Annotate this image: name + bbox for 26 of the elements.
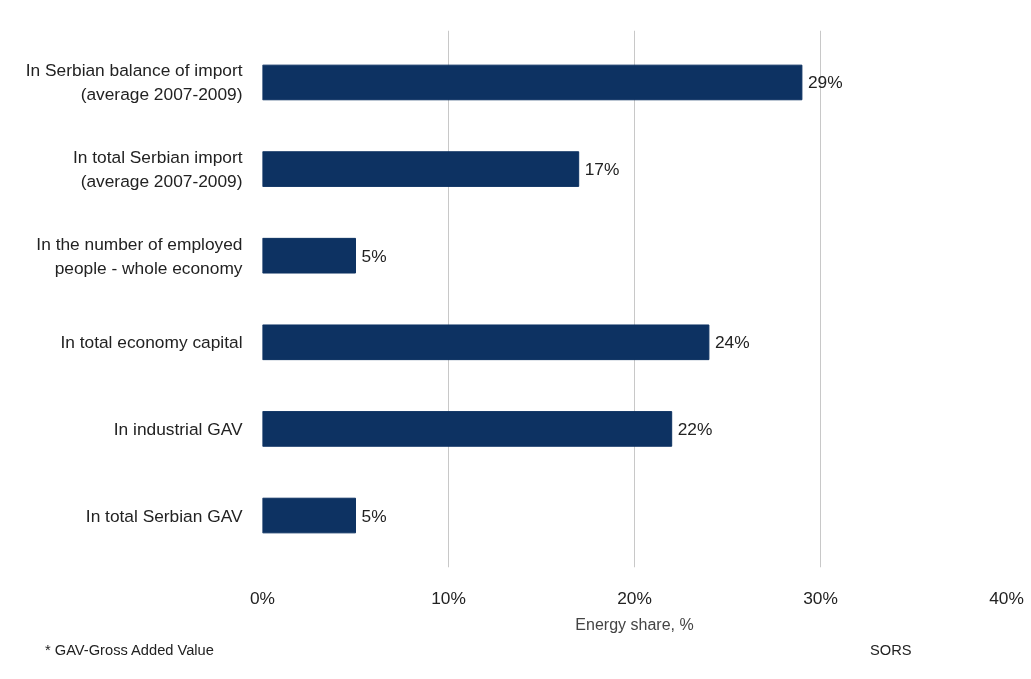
bar [262, 64, 803, 101]
data-label: 29% [807, 72, 843, 93]
x-tick-label: 0% [249, 587, 276, 608]
y-tick-label: In industrial GAV [113, 418, 243, 439]
x-tick-label: 10% [431, 587, 466, 608]
text: * GAV-Gross Added Value [45, 641, 214, 660]
text: SORS [870, 641, 912, 660]
y-tick-label: In the number of employed people - whole economy [36, 233, 243, 278]
bar [262, 324, 710, 361]
data-label: 5% [361, 245, 387, 266]
y-tick-label: In total economy capital [60, 332, 243, 353]
x-tick-label: 20% [617, 587, 652, 608]
bar [262, 237, 356, 274]
x-tick-label: 40% [989, 587, 1024, 608]
y-tick-label: In total Serbian import (average 2007-2009) [72, 147, 243, 192]
bar [262, 151, 580, 187]
x-axis-title: Energy share, % [575, 615, 694, 633]
bar [262, 411, 673, 447]
bar [262, 497, 356, 534]
x-tick-label: 30% [803, 587, 838, 608]
data-label: 22% [677, 418, 713, 439]
y-tick-label: In total Serbian GAV [85, 505, 243, 526]
data-label: 5% [361, 505, 387, 526]
data-label: 17% [584, 159, 620, 180]
data-label: 24% [714, 332, 750, 353]
y-tick-label: In Serbian balance of import (average 2007-2009) [25, 60, 243, 105]
